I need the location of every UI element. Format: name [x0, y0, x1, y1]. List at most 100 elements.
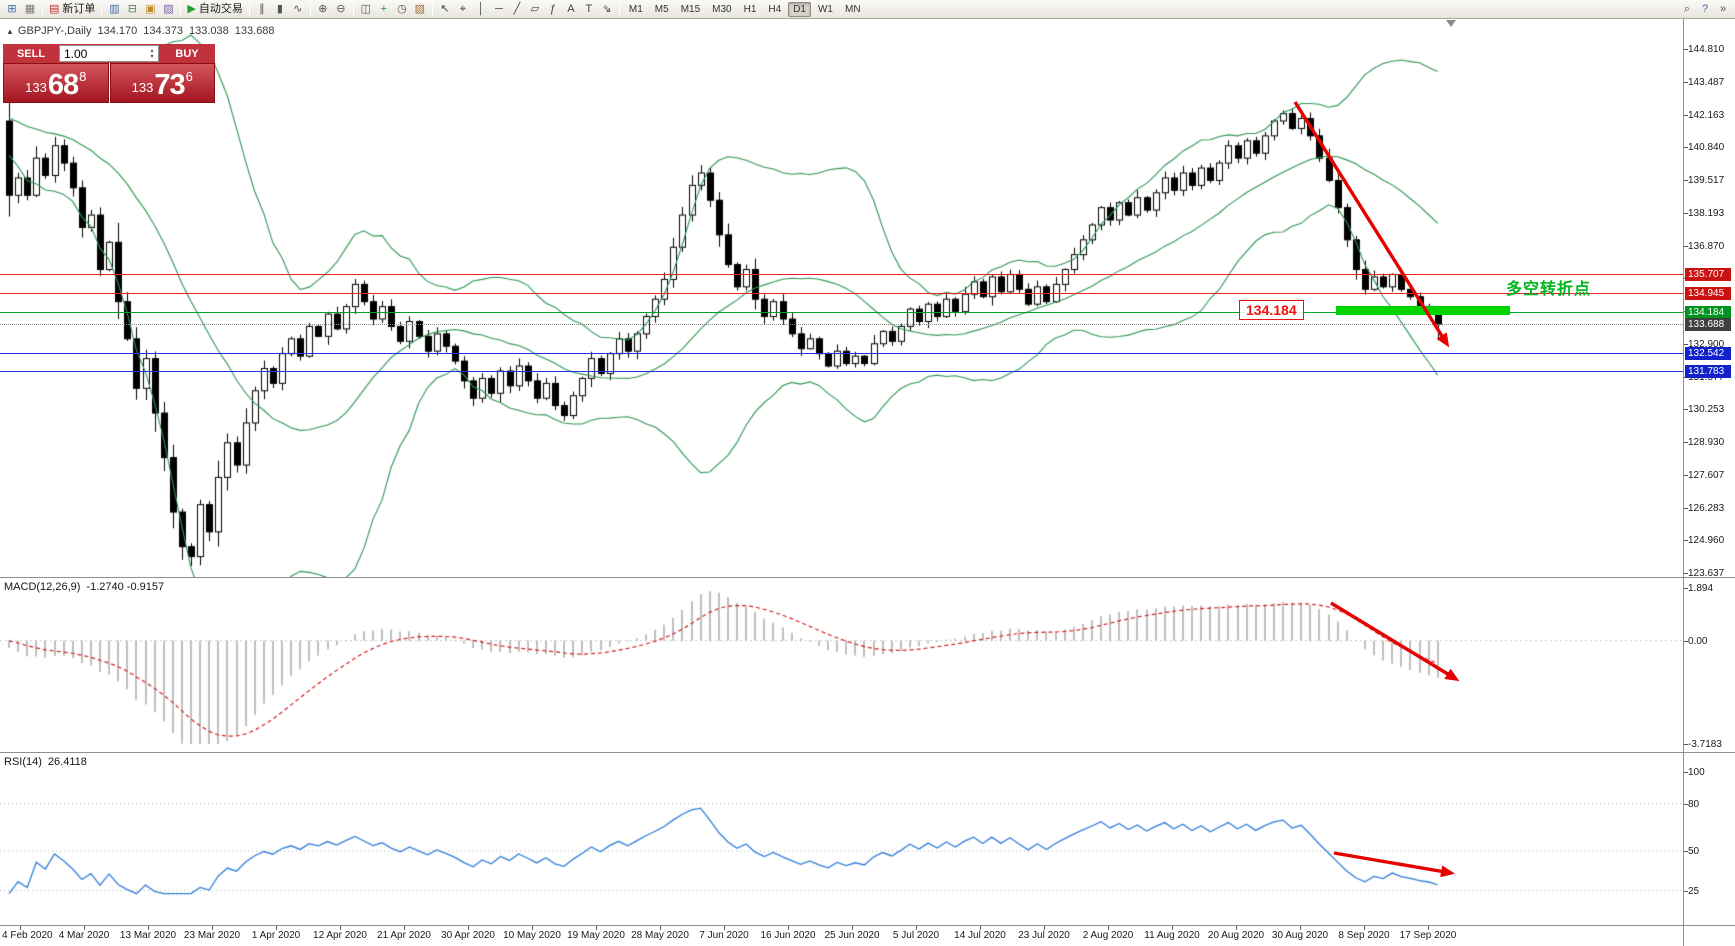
trendline-button[interactable]: ╱	[508, 1, 526, 17]
templates-button[interactable]: ▧	[411, 1, 429, 17]
arrows-tool-button[interactable]: ⇘	[598, 1, 616, 17]
axis-tick	[660, 926, 661, 930]
data-window-button[interactable]: ⊟	[123, 1, 141, 17]
volume-input[interactable]: 1.00 ▴ ▾	[59, 45, 159, 62]
market-watch-button[interactable]: ▥	[105, 1, 123, 17]
date-axis-label: 17 Sep 2020	[1399, 930, 1457, 941]
level-line-135707[interactable]	[0, 274, 1683, 275]
zoom-out-button[interactable]: ⊖	[332, 1, 350, 17]
rsi-indicator-canvas[interactable]	[0, 753, 1683, 925]
timeframe-H1-button[interactable]: H1	[743, 3, 757, 15]
market-watch-icon: ▥	[109, 3, 120, 15]
indicators-icon: +	[380, 3, 388, 15]
price-axis[interactable]: 144.810 143.487 142.163 140.840 139.517 138.1…	[1683, 19, 1735, 946]
axis-tick	[532, 926, 533, 930]
timeframe-W1-button[interactable]: W1	[817, 3, 833, 15]
buy-price-button[interactable]: 133 73 6	[109, 63, 215, 103]
timeframe-M5-button[interactable]: M5	[654, 3, 669, 15]
date-axis-label: 13 Mar 2020	[119, 930, 177, 941]
timeframe-M30-button[interactable]: M30	[712, 3, 732, 15]
timeframe-M1-button[interactable]: M1	[628, 3, 643, 15]
text-button[interactable]: A	[562, 1, 580, 17]
time-axis[interactable]: 4 Feb 2020 4 Mar 2020 13 Mar 2020 23 Mar 20…	[0, 926, 1683, 946]
toolbar-overflow-button[interactable]: »	[1714, 1, 1732, 17]
indicators-button[interactable]: +	[375, 1, 393, 17]
turning-point-label[interactable]: 多空转折点	[1506, 281, 1592, 298]
terminal-icon: ▨	[163, 3, 174, 15]
level-line-134945[interactable]	[0, 293, 1683, 294]
channel-icon: ▱	[530, 3, 540, 15]
macd-axis-label: 1.894	[1688, 582, 1714, 594]
arrows-tool-icon: ⇘	[602, 3, 612, 15]
timeframe-H4-button[interactable]: H4	[768, 3, 782, 15]
channel-button[interactable]: ▱	[526, 1, 544, 17]
macd-pane-label: MACD(12,26,9) -1.2740 -0.9157	[4, 581, 164, 593]
date-axis-label: 23 Jul 2020	[1018, 930, 1070, 941]
axis-tick	[148, 926, 149, 930]
text-label-button[interactable]: T	[580, 1, 598, 17]
cursor-button[interactable]: ↖	[436, 1, 454, 17]
axis-tick	[1684, 803, 1688, 805]
axis-tick	[1172, 926, 1173, 930]
help-button[interactable]: ?	[1696, 1, 1714, 17]
periods-button[interactable]: ◷	[393, 1, 411, 17]
toolbar-separator	[101, 2, 103, 16]
level-line-132542[interactable]	[0, 353, 1683, 354]
toolbar-right-buttons: ⌕? »	[1678, 0, 1732, 18]
zoom-in-button[interactable]: ⊕	[314, 1, 332, 17]
terminal-button[interactable]: ▨	[159, 1, 177, 17]
pane-separator-macd[interactable]	[0, 577, 1735, 578]
price-axis-label: 144.810	[1688, 44, 1725, 55]
fibonacci-button[interactable]: ƒ	[544, 1, 562, 17]
oct-prices: 133 68 8 133 73 6	[3, 63, 215, 103]
oct-collapse-icon[interactable]: ▲	[6, 27, 14, 36]
pane-separator-rsi[interactable]	[0, 752, 1735, 753]
price-level-tag[interactable]: 134.184	[1239, 300, 1304, 320]
new-order-button[interactable]: ▤ 新订单	[46, 1, 98, 17]
current-price-line[interactable]	[0, 324, 1683, 325]
navigator-button[interactable]: ▣	[141, 1, 159, 17]
price-chart-canvas[interactable]	[0, 19, 1683, 577]
pane-separator-time[interactable]	[0, 925, 1735, 926]
timeframe-D1-button[interactable]: D1	[788, 1, 811, 17]
date-axis-label: 2 Aug 2020	[1082, 930, 1134, 941]
crosshair-button[interactable]: ⌖	[454, 1, 472, 17]
vertical-line-button[interactable]: │	[472, 1, 490, 17]
ask-big: 73	[154, 69, 185, 101]
bar-chart-mode-button[interactable]: ∥	[253, 1, 271, 17]
axis-tick	[84, 926, 85, 930]
level-line-134184[interactable]	[0, 312, 1683, 313]
chart-profiles-button[interactable]: ▦	[21, 1, 39, 17]
axis-tick	[1684, 743, 1688, 745]
date-axis-label: 28 May 2020	[631, 930, 689, 941]
sell-price-button[interactable]: 133 68 8	[3, 63, 109, 103]
macd-indicator-canvas[interactable]	[0, 578, 1683, 752]
tile-windows-button[interactable]: ◫	[357, 1, 375, 17]
autotrading-button[interactable]: ▶ 自动交易	[184, 1, 245, 17]
sell-label: SELL	[16, 47, 46, 60]
axis-tick	[980, 926, 981, 930]
volume-up-icon[interactable]: ▴	[150, 47, 154, 54]
horizontal-line-button[interactable]: ─	[490, 1, 508, 17]
ohlc-high: 134.373	[143, 25, 184, 37]
new-chart-button[interactable]: ⊞	[3, 1, 21, 17]
price-axis-label: 124.960	[1688, 535, 1725, 547]
axis-tick	[1108, 926, 1109, 930]
axis-tick	[852, 926, 853, 930]
price-axis-label: 130.253	[1688, 404, 1725, 416]
timeframe-M15-button[interactable]: M15	[680, 3, 701, 15]
level-line-131783[interactable]	[0, 371, 1683, 372]
line-chart-mode-button[interactable]: ∿	[289, 1, 307, 17]
ohlc-low: 133.038	[189, 25, 229, 37]
search-icon: ⌕	[1683, 3, 1691, 15]
data-window-icon: ⊟	[127, 3, 138, 15]
volume-down-icon[interactable]: ▾	[150, 53, 154, 60]
timeframe-MN-button[interactable]: MN	[844, 3, 861, 15]
text-icon: A	[567, 3, 575, 15]
bid-prefix: 133	[25, 80, 47, 95]
support-highlight-bar[interactable]	[1336, 306, 1510, 315]
date-axis-label: 8 Sep 2020	[1338, 930, 1390, 941]
candle-chart-mode-button[interactable]: ▮	[271, 1, 289, 17]
search-button[interactable]: ⌕	[1678, 1, 1696, 17]
new-chart-icon: ⊞	[7, 3, 17, 15]
